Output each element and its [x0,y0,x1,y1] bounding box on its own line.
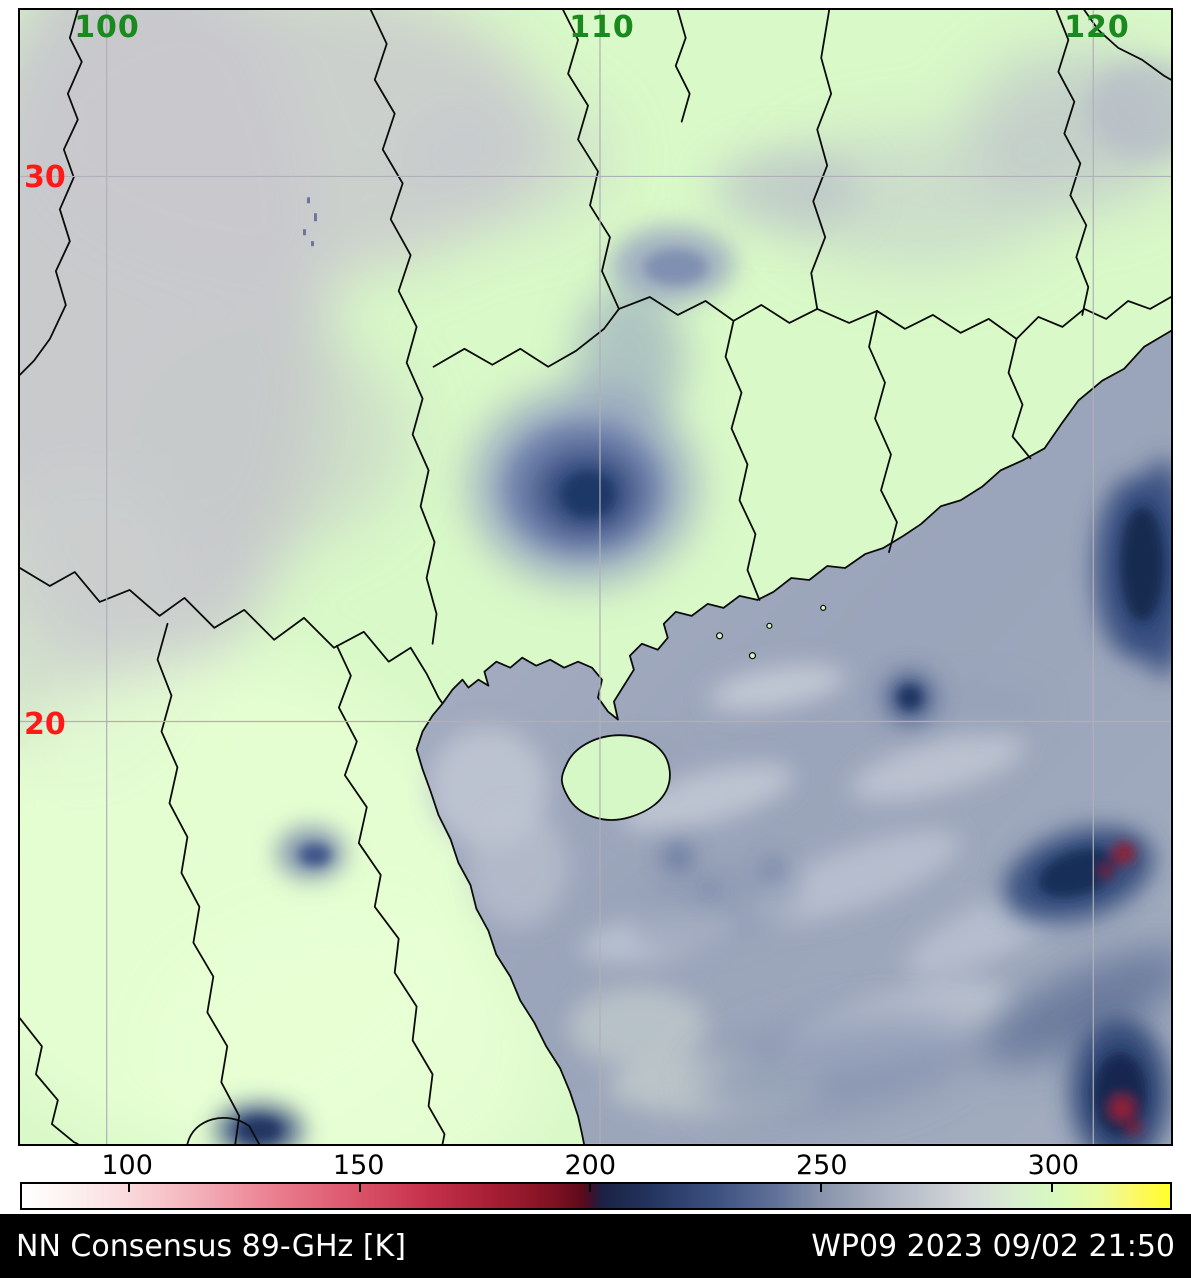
convection-features [215,149,1171,1144]
colorbar-tick-200: 200 [564,1150,617,1181]
footer-bar: NN Consensus 89-GHz [K] WP09 2023 09/02 … [0,1214,1191,1278]
colorbar-tick-labels: 100 150 200 250 300 [20,1150,1172,1181]
colorbar-tickmark [358,1184,361,1192]
lon-label-110: 110 [569,10,635,45]
hainan-island [560,734,671,821]
lat-label-30: 30 [24,160,66,195]
product-label: NN Consensus 89-GHz [K] [16,1228,406,1264]
graticule [20,10,1171,1144]
coastline-borders [20,10,1171,1144]
lon-label-120: 120 [1064,10,1130,45]
colorbar-tick-100: 100 [101,1150,153,1181]
colorbar-tickmark [127,1184,130,1192]
colorbar-tick-250: 250 [796,1150,848,1181]
lat-label-20: 20 [24,707,66,742]
small-islands [715,604,827,660]
satellite-image [20,10,1171,1144]
speckle-pixels [303,197,317,247]
colorbar-tick-300: 300 [1027,1150,1080,1181]
colorbar-gradient [20,1182,1172,1210]
map-canvas: 100 110 120 30 20 [18,8,1173,1146]
storm-datetime-label: WP09 2023 09/02 21:50 [811,1228,1175,1264]
colorbar-tickmark [820,1184,822,1192]
colorbar-tickmark [1050,1184,1053,1192]
lon-label-100: 100 [74,10,140,45]
colorbar-tickmark [589,1184,592,1192]
colorbar-tick-150: 150 [332,1150,385,1181]
